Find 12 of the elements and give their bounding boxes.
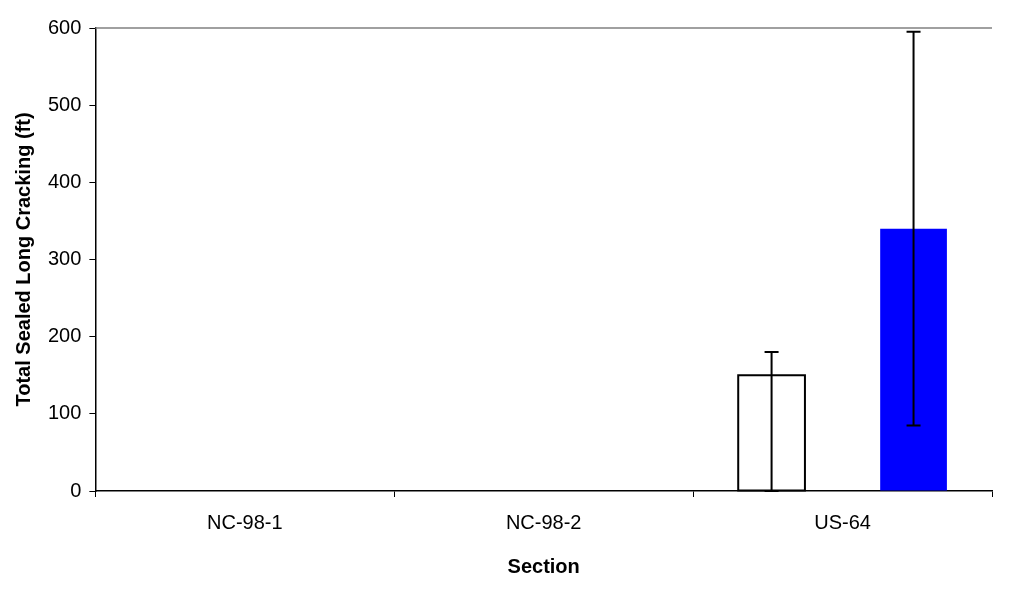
y-tick-label: 600 (47, 15, 82, 38)
x-tick-label: NC-98-2 (505, 510, 582, 533)
x-tick-label: NC-98-1 (207, 510, 283, 533)
y-axis-title: Total Sealed Long Cracking (ft) (11, 112, 34, 407)
x-tick-label: US-64 (814, 510, 871, 533)
y-tick-label: 500 (47, 92, 82, 115)
y-tick-label: 100 (47, 401, 82, 424)
y-tick-label: 0 (70, 478, 82, 501)
y-tick-label: 400 (47, 169, 82, 192)
x-axis-title: Section (507, 554, 580, 577)
y-tick-label: 300 (47, 247, 82, 270)
y-tick-label: 200 (47, 324, 82, 347)
